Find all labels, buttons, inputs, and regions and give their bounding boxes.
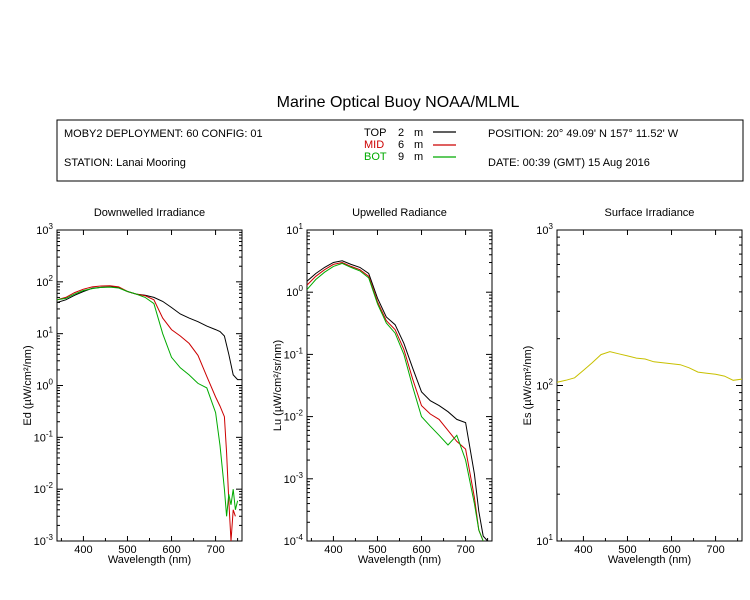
y-axis-label: Lu (µW/cm²/sr/nm) [272,340,284,431]
y-tick-label: 10-1 [284,346,304,361]
x-tick-label: 600 [412,544,430,556]
x-tick-label: 500 [368,544,386,556]
x-tick-label: 500 [118,544,136,556]
x-tick-label: 500 [618,544,636,556]
x-tick-label: 600 [662,544,680,556]
y-tick-label: 100 [36,378,53,393]
x-tick-label: 400 [74,544,92,556]
legend-mid-name: MID [364,139,384,151]
chart-irradiance: Downwelled Irradiance 400 500 600 700 Wavelen… [22,207,243,566]
x-axis-label: Wavelength (nm) [608,554,691,566]
legend-mid-depth: 6 [398,139,404,151]
series-line-mid [307,261,484,541]
y-axis-label: Es (µW/cm²/nm) [522,346,534,426]
y-tick-label: 10-3 [34,533,54,548]
y-tick-label: 10-2 [34,481,54,496]
charts-group: Downwelled Irradiance 400 500 600 700 Wavelen… [22,207,743,566]
legend-top-unit: m [414,127,423,139]
x-tick-label: 400 [324,544,342,556]
legend-bot-depth: 9 [398,151,404,163]
x-tick-label: 700 [706,544,724,556]
y-tick-label: 10-2 [284,409,304,424]
y-tick-label: 103 [536,222,553,237]
info-box: MOBY2 DEPLOYMENT: 60 CONFIG: 01 STATION:… [56,119,744,182]
legend-mid-unit: m [414,139,423,151]
legend-top-depth: 2 [398,127,404,139]
series-line-top [307,260,488,541]
series-group [307,260,488,541]
y-tick-label: 102 [36,274,53,289]
y-tick-label: 101 [536,533,553,548]
deployment-text: MOBY2 DEPLOYMENT: 60 CONFIG: 01 [64,128,263,140]
x-tick-label: 400 [574,544,592,556]
x-axis-label: Wavelength (nm) [358,554,441,566]
x-tick-label: 600 [162,544,180,556]
legend-top-name: TOP [364,127,386,139]
y-tick-label: 101 [36,326,53,341]
series-group [57,285,242,541]
series-line-bot [57,286,239,517]
page-title: Marine Optical Buoy NOAA/MLML [277,94,520,111]
position-text: POSITION: 20° 49.09' N 157° 11.52' W [488,128,679,140]
x-axis-label: Wavelength (nm) [108,554,191,566]
y-axis-label: Ed (µW/cm²/nm) [22,345,34,425]
legend-bot-name: BOT [364,151,387,163]
y-tick-label: 103 [36,222,53,237]
y-tick-label: 102 [536,378,553,393]
chart-title: Downwelled Irradiance [94,207,205,219]
y-tick-label: 10-4 [284,533,304,548]
x-tick-label: 700 [206,544,224,556]
series-group [557,351,742,383]
y-tick-label: 101 [286,222,303,237]
legend-bot-unit: m [414,151,423,163]
x-tick-label: 700 [456,544,474,556]
chart-radiance: Upwelled Radiance 400 500 600 700 Wavelength … [272,207,493,566]
plot-frame [306,229,493,542]
info-box-frame [56,119,744,182]
y-tick-label: 100 [286,284,303,299]
chart-title: Upwelled Radiance [352,207,447,219]
series-line-es [557,351,742,383]
chart-surface: Surface Irradiance 400 500 600 700 Wavelength… [522,207,743,566]
plot-frame [56,229,243,542]
station-text: STATION: Lanai Mooring [64,157,186,169]
series-line-mid [57,285,236,541]
y-tick-label: 10-1 [34,429,54,444]
y-tick-label: 10-3 [284,471,304,486]
depth-legend: TOP 2 m MID 6 m BOT 9 m [364,127,456,163]
plot-frame [556,229,743,542]
chart-title: Surface Irradiance [605,207,695,219]
date-text: DATE: 00:39 (GMT) 15 Aug 2016 [488,157,650,169]
series-line-bot [307,262,484,541]
